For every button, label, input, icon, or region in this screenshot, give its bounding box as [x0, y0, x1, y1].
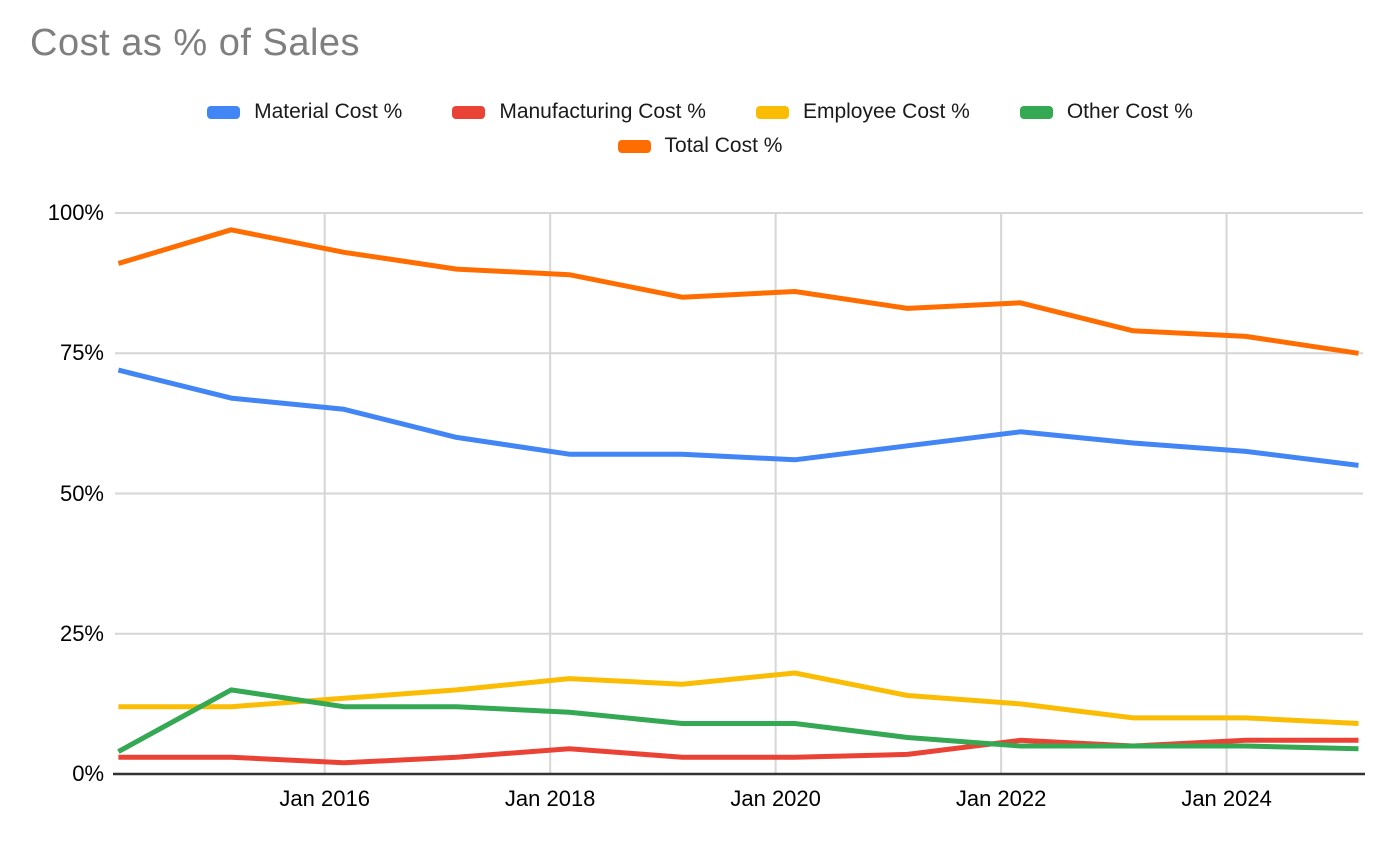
legend-row: Material Cost % Manufacturing Cost % Emplo… [207, 100, 1193, 124]
legend-label-employee-cost: Employee Cost % [802, 100, 970, 123]
legend-label-total-cost: Total Cost % [664, 134, 783, 157]
y-axis-tick-label-100: 100% [47, 200, 104, 225]
legend-swatch-manufacturing-cost [452, 105, 486, 119]
legend-label-other-cost: Other Cost % [1066, 100, 1193, 123]
series-line-material-cost [117, 367, 1359, 468]
legend-swatch-other-cost [1019, 105, 1053, 119]
series-line-other-cost [117, 687, 1359, 754]
series-line-employee-cost [118, 670, 1359, 726]
x-axis-tick-label-jan-2024: Jan 2024 [1181, 786, 1272, 811]
legend-swatch-employee-cost [755, 105, 789, 119]
y-axis-tick-label-25: 25% [59, 620, 104, 646]
chart-legend: Material Cost % Manufacturing Cost % Emplo… [0, 100, 1400, 158]
y-axis-tick-label-50: 50% [59, 480, 104, 506]
legend-label-manufacturing-cost: Manufacturing Cost % [499, 100, 706, 123]
legend-swatch-total-cost [617, 139, 651, 153]
legend-swatch-material-cost [207, 105, 241, 119]
x-axis-tick-label-jan-2020: Jan 2020 [730, 786, 821, 811]
x-axis-tick-label-jan-2022: Jan 2022 [955, 786, 1047, 811]
legend-item-manufacturing-cost: Manufacturing Cost % [452, 100, 706, 124]
legend-item-material-cost: Material Cost % [207, 100, 402, 124]
x-axis-tick-label-jan-2016: Jan 2016 [279, 786, 370, 811]
y-axis-tick-label-0: 0% [72, 761, 104, 786]
y-axis-tick-label-75: 75% [59, 340, 104, 366]
legend-label-material-cost: Material Cost % [254, 100, 403, 123]
legend-item-employee-cost: Employee Cost % [755, 100, 970, 124]
legend-item-other-cost: Other Cost % [1019, 100, 1193, 124]
x-axis-tick-label-jan-2018: Jan 2018 [504, 786, 596, 811]
chart-title: Cost as % of Sales [30, 22, 361, 64]
legend-row: Total Cost % [617, 134, 783, 158]
legend-item-total-cost: Total Cost % [617, 134, 783, 158]
series-line-total-cost [117, 227, 1359, 356]
